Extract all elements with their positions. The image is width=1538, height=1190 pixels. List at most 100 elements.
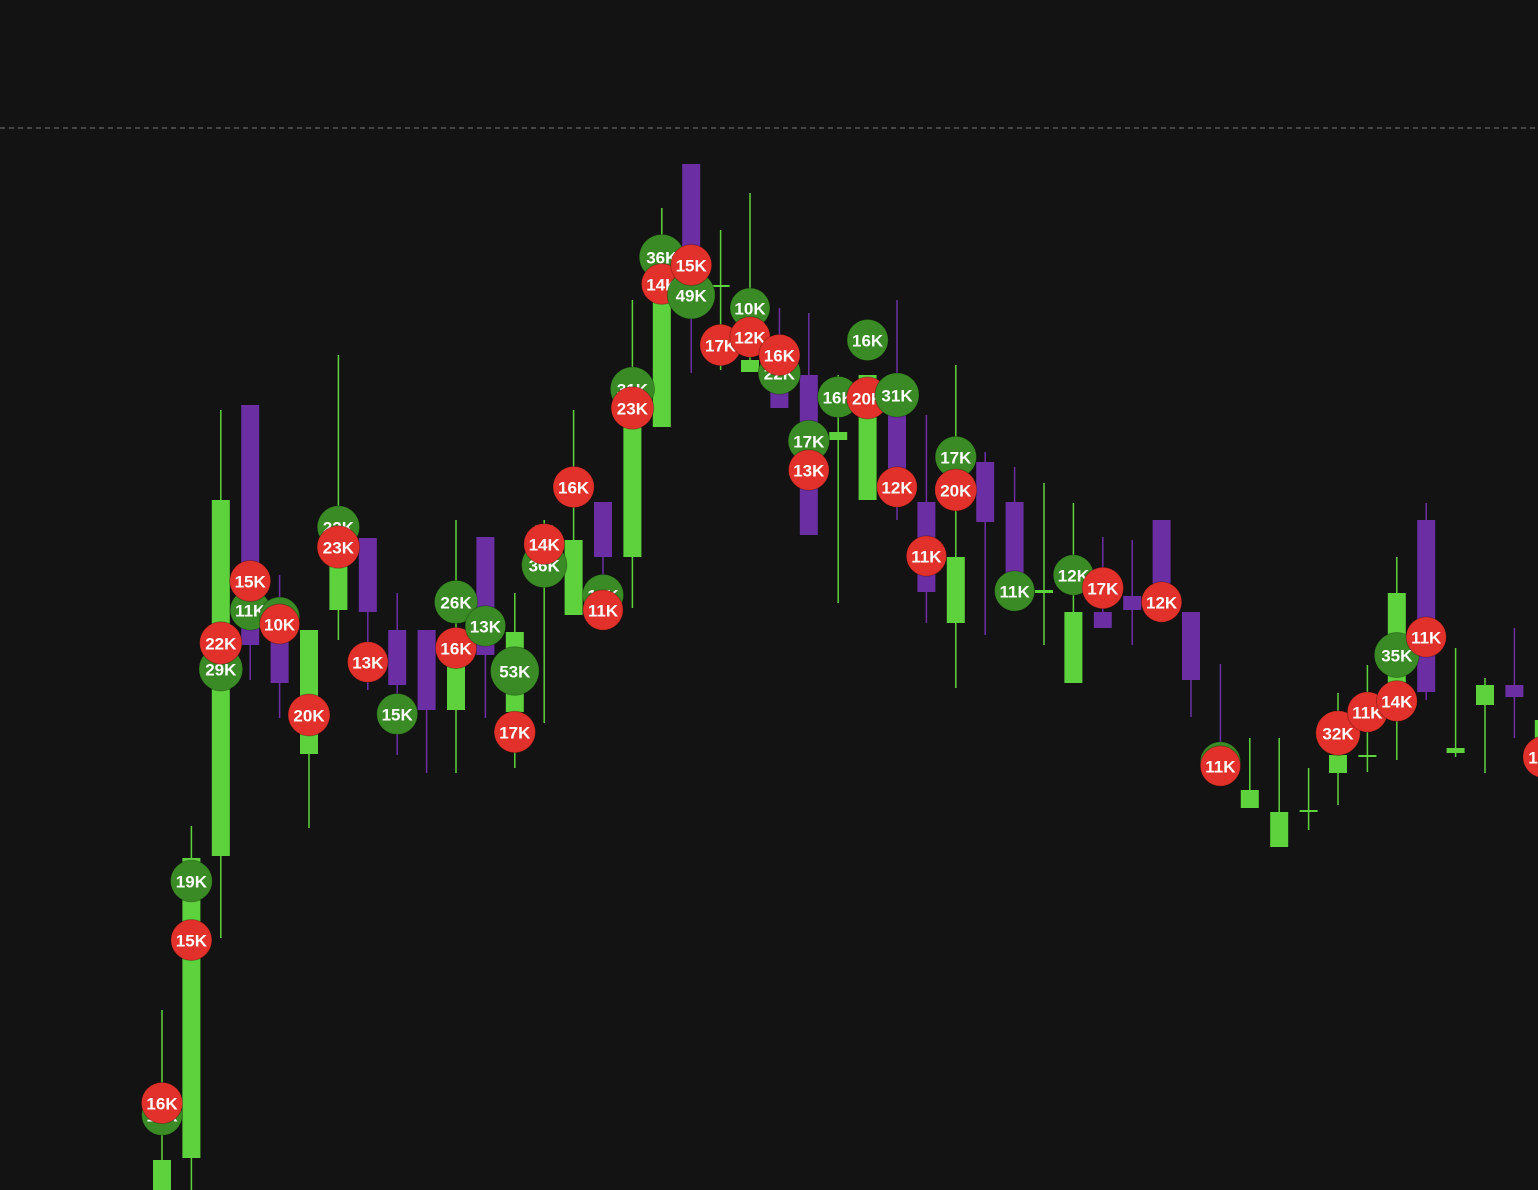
candle-body [1476,685,1494,705]
candle-body [329,565,348,610]
bubble-label: 11K [588,602,619,621]
bubble-label: 11K [1205,758,1236,777]
bubble-label: 13K [352,654,384,673]
candle-body [1182,612,1200,680]
trade-bubble [788,449,830,491]
trade-bubble [994,570,1036,612]
candle-body [182,858,201,1158]
bubble-label: 15K [176,932,208,951]
bubble-label: 12K [734,329,766,348]
bubble-label: 11K [911,548,942,567]
trade-bubble [376,693,419,735]
bubble-label: 11K [1411,629,1442,648]
bubble-label: 16K [558,479,590,498]
bubble-label: 17K [1087,580,1119,599]
bubble-label: 16K [823,389,855,408]
trade-bubble [259,603,301,645]
candle-body [976,462,995,522]
candle-body [1093,612,1112,628]
bubble-label: 19K [1528,749,1538,768]
trade-bubble [670,244,713,286]
trade-bubble [1081,566,1125,610]
bubble-label: 10K [264,616,296,635]
trade-bubble [758,333,801,377]
candle-body [417,630,436,710]
bubble-label: 12K [1146,594,1178,613]
bubble-label: 15K [676,257,708,276]
bubble-label: 16K [764,347,796,366]
bubble-label: 15K [382,706,414,725]
bubble-label: 17K [705,337,737,356]
bubble-label: 23K [617,400,649,419]
bubble-label: 31K [881,387,913,406]
trade-bubble [170,919,213,961]
bubble-label: 53K [499,663,531,682]
trade-bubble [610,386,655,430]
bubble-label: 14K [529,536,561,555]
candle-body [946,557,965,623]
trade-bubble [347,641,389,683]
trade-bubble [316,525,361,569]
trade-bubble [874,372,920,418]
candle-body [829,432,848,440]
trade-bubble [523,523,566,565]
candle-body [741,360,759,372]
candle-body [388,630,407,685]
trade-bubble [905,535,948,577]
candle-body [1123,596,1142,610]
candle-body [153,1160,171,1190]
candle-body [1329,755,1347,773]
bubble-label: 12K [1058,567,1090,586]
bubble-label: 20K [293,707,325,726]
trade-bubble [876,466,918,508]
bubble-label: 23K [323,539,355,558]
bubble-label: 29K [205,661,237,680]
trade-bubble [493,710,536,754]
candle-body [358,538,377,612]
bubble-label: 10K [734,300,766,319]
trade-bubble [490,646,540,696]
trade-bubble [552,465,595,509]
bubble-label: 32K [1322,725,1354,744]
bubble-label: 17K [499,724,531,743]
bubble-label: 17K [793,433,825,452]
bubble-label: 11K [235,602,266,621]
candle-body [1446,748,1465,753]
bubble-label: 16K [146,1095,178,1114]
bubble-label: 11K [1352,704,1383,723]
bubble-label: 14K [1381,693,1413,712]
trade-bubble [1140,581,1183,623]
bubble-label: 16K [852,332,884,351]
bubble-label: 19K [176,873,208,892]
candle-body [1270,812,1289,847]
bubble-label: 13K [470,618,502,637]
candle-body [564,540,583,615]
trade-bubble [1199,745,1242,787]
bubble-label: 49K [676,287,708,306]
candle-body [1417,520,1436,692]
trade-bubble [229,560,272,602]
trade-bubble [846,318,889,362]
candle-body [1505,685,1524,697]
trade-bubble [433,579,479,625]
bubble-label: 22K [205,635,237,654]
bubble-label: 16K [440,640,472,659]
candle-body [1299,810,1318,812]
candle-body [594,502,612,557]
trade-bubble [1315,710,1361,756]
trade-bubble [1522,736,1538,778]
bubble-label: 17K [940,449,972,468]
bubble-label: 11K [999,583,1030,602]
candle-body [1240,790,1259,808]
candle-body [1035,590,1053,593]
bubble-label: 15K [235,573,267,592]
trade-bubble [934,468,978,512]
trade-bubble [434,626,478,670]
bubble-label: 36K [646,249,678,268]
bubble-label: 12K [881,479,913,498]
trade-bubble [199,621,243,665]
trade-bubble [1405,616,1447,658]
candle-body [1534,720,1538,750]
